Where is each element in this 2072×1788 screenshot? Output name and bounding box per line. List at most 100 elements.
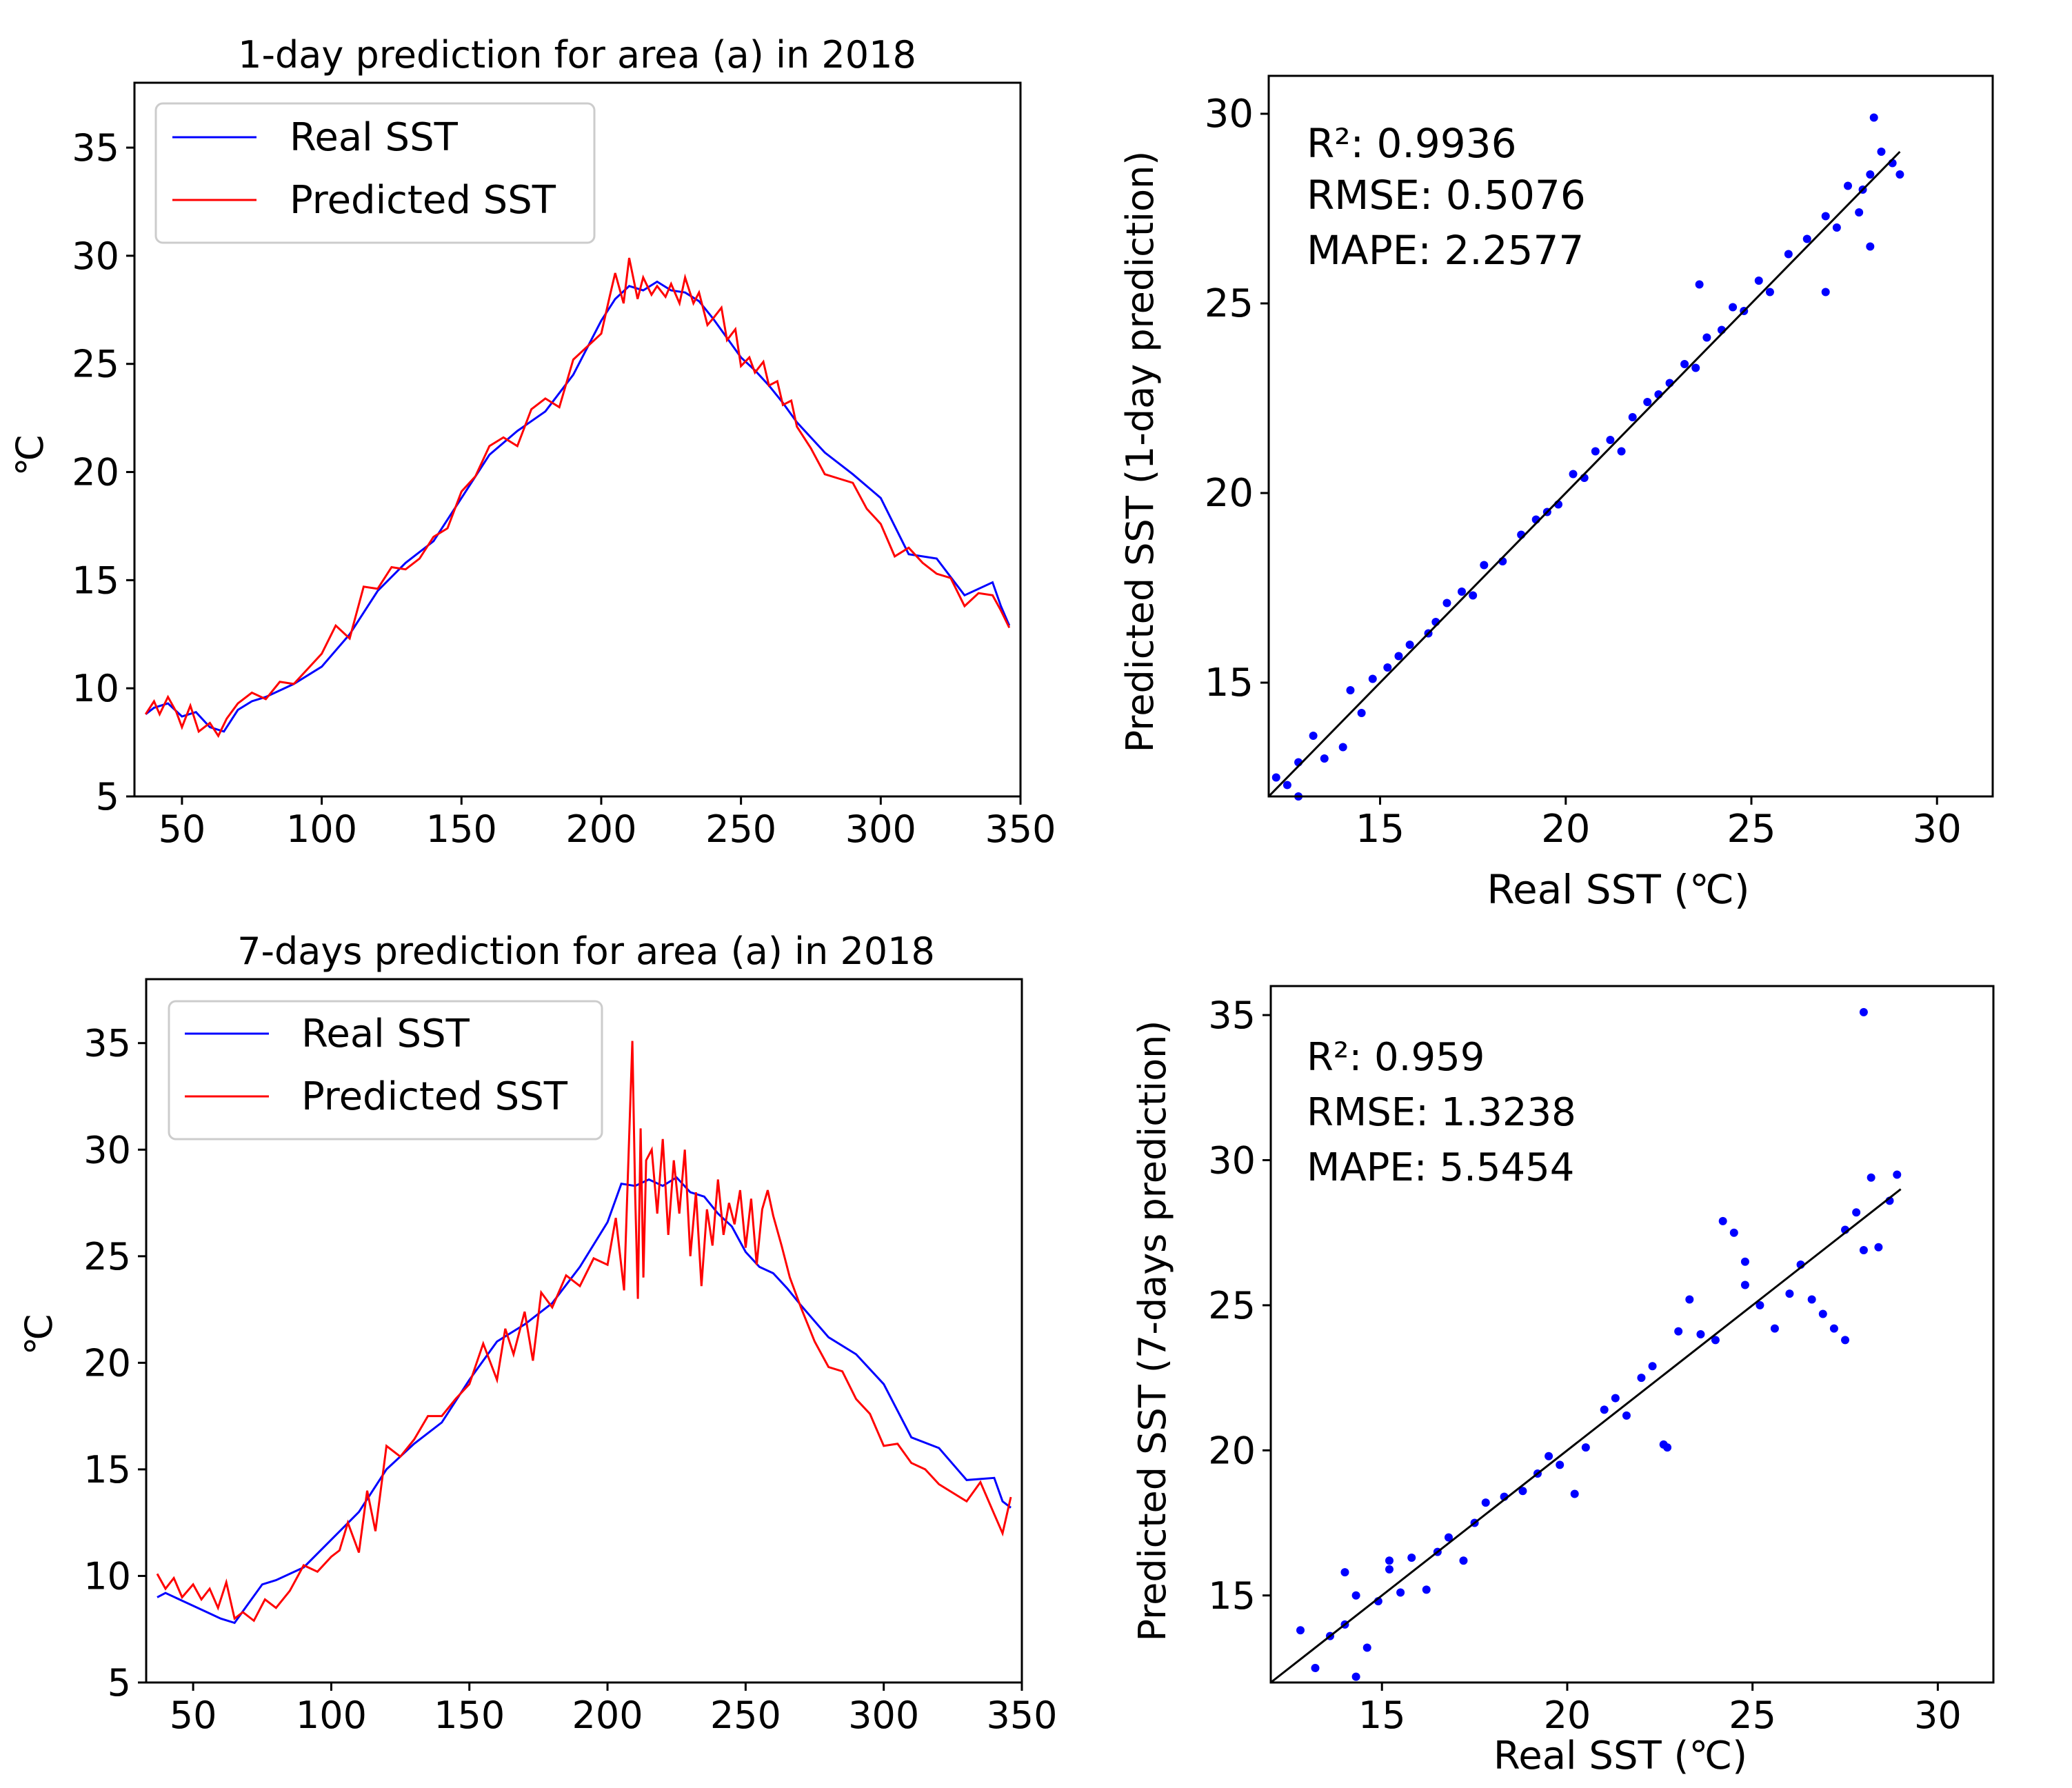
annotation-r2: R²: 0.959: [1307, 1035, 1485, 1080]
scatter-point: [1785, 1289, 1794, 1298]
scatter-point: [1877, 148, 1886, 156]
x-tick-label: 15: [1358, 1694, 1406, 1737]
y-tick-label: 30: [83, 1128, 131, 1172]
plot-frame: [1267, 74, 1994, 798]
x-tick-label: 30: [1913, 807, 1962, 852]
y-axis-label: ℃: [8, 434, 52, 476]
series-group: [156, 1041, 1012, 1625]
fit-line: [1267, 150, 1901, 798]
x-ticks: 50 100 150 200 250 300 350: [159, 796, 1056, 851]
x-ticks: 15 20 25 30: [1358, 1682, 1962, 1737]
x-ticks: 15 20 25 30: [1356, 796, 1962, 852]
scatter-point: [1859, 1245, 1868, 1254]
scatter-point: [1718, 1216, 1727, 1225]
scatter-point: [1740, 1280, 1749, 1289]
y-axis-label: Predicted SST (7-days prediction): [1131, 1021, 1174, 1642]
scatter-point: [1729, 303, 1738, 312]
legend-label-real-sst: Real SST: [301, 1012, 470, 1056]
scatter-point: [1311, 1663, 1320, 1672]
scatter-point: [1895, 170, 1904, 179]
y-tick-label: 5: [96, 775, 119, 818]
x-tick-label: 150: [426, 807, 497, 851]
scatter-point: [1841, 1336, 1850, 1345]
x-tick-label: 25: [1727, 807, 1776, 852]
y-tick-label: 35: [72, 126, 119, 170]
x-tick-label: 200: [572, 1694, 643, 1737]
scatter-point: [1591, 447, 1600, 456]
scatter-point: [1340, 1568, 1349, 1577]
plot-frame: [1269, 985, 1995, 1684]
scatter-point: [1685, 1295, 1694, 1304]
y-tick-label: 25: [83, 1235, 131, 1278]
fit-line: [1270, 1188, 1902, 1684]
series-line-real-sst: [145, 280, 1011, 733]
chart-title: 1-day prediction for area (a) in 2018: [238, 33, 916, 77]
y-tick-label: 15: [1205, 661, 1254, 705]
panel-7days-timeseries: 7-days prediction for area (a) in 2018 ℃…: [17, 930, 1058, 1737]
chart-title: 7-days prediction for area (a) in 2018: [237, 930, 935, 973]
scatter-point: [1691, 363, 1700, 372]
scatter-point: [1442, 599, 1451, 607]
x-tick-label: 300: [845, 807, 916, 851]
y-tick-label: 15: [83, 1448, 131, 1491]
scatter-point: [1818, 1309, 1827, 1318]
x-tick-label: 350: [985, 807, 1056, 851]
legend-label-real-sst: Real SST: [290, 115, 459, 160]
y-tick-label: 25: [1208, 1284, 1256, 1327]
x-tick-label: 150: [434, 1694, 505, 1737]
scatter-point: [1459, 1556, 1468, 1565]
scatter-point: [1581, 1443, 1590, 1452]
scatter-point: [1874, 1243, 1883, 1252]
x-tick-label: 100: [296, 1694, 367, 1737]
x-tick-label: 20: [1541, 807, 1590, 852]
legend-box: [154, 102, 596, 244]
plot-frame: [145, 978, 1023, 1684]
y-ticks: 5 10 15 20 25 30 35: [72, 126, 134, 818]
legend: Real SST Predicted SST: [154, 102, 596, 244]
scatter-point: [1385, 1556, 1394, 1565]
scatter-point: [1385, 1565, 1394, 1574]
scatter-point: [1617, 447, 1626, 456]
scatter-point: [1855, 208, 1864, 217]
panel-1day-timeseries: 1-day prediction for area (a) in 2018 ℃ …: [8, 33, 1056, 851]
annotation-rmse: RMSE: 0.5076: [1307, 172, 1586, 219]
x-tick-label: 100: [286, 807, 357, 851]
x-tick-label: 250: [705, 807, 776, 851]
scatter-point: [1351, 1591, 1360, 1600]
scatter-point: [1859, 1007, 1868, 1016]
y-tick-label: 35: [1208, 994, 1256, 1037]
scatter-point: [1740, 1257, 1749, 1266]
scatter-point: [1606, 436, 1615, 444]
y-tick-label: 20: [83, 1341, 131, 1385]
plot-frame: [133, 81, 1022, 798]
y-ticks: 15 20 25 30 35: [1208, 994, 1271, 1618]
x-tick-label: 50: [170, 1694, 217, 1737]
scatter-point: [1844, 181, 1852, 190]
annotation-r2: R²: 0.9936: [1307, 120, 1516, 167]
scatter-point: [1643, 398, 1652, 406]
scatter-point: [1368, 674, 1377, 683]
scatter-point: [1396, 1588, 1405, 1597]
scatter-point: [1829, 1324, 1838, 1333]
y-tick-label: 30: [1205, 92, 1254, 137]
legend-label-predicted-sst: Predicted SST: [290, 178, 556, 223]
y-tick-label: 20: [72, 451, 119, 494]
scatter-point: [1866, 170, 1875, 179]
y-ticks: 15 20 25 30: [1205, 92, 1269, 705]
annotation-mape: MAPE: 5.5454: [1307, 1145, 1574, 1190]
scatter-point: [1320, 754, 1329, 763]
series-line-real-sst: [157, 1176, 1012, 1625]
scatter-point: [1869, 113, 1878, 122]
y-tick-label: 10: [72, 667, 119, 710]
scatter-point: [1351, 1672, 1360, 1681]
scatter-point: [1271, 773, 1280, 782]
scatter-point: [1696, 1330, 1705, 1338]
scatter-point: [1422, 1585, 1431, 1594]
scatter-point: [1628, 413, 1637, 421]
scatter-point: [1556, 1460, 1565, 1469]
y-tick-label: 20: [1208, 1429, 1256, 1472]
scatter-point: [1821, 212, 1830, 221]
scatter-point: [1770, 1324, 1779, 1333]
scatter-point: [1405, 641, 1414, 649]
